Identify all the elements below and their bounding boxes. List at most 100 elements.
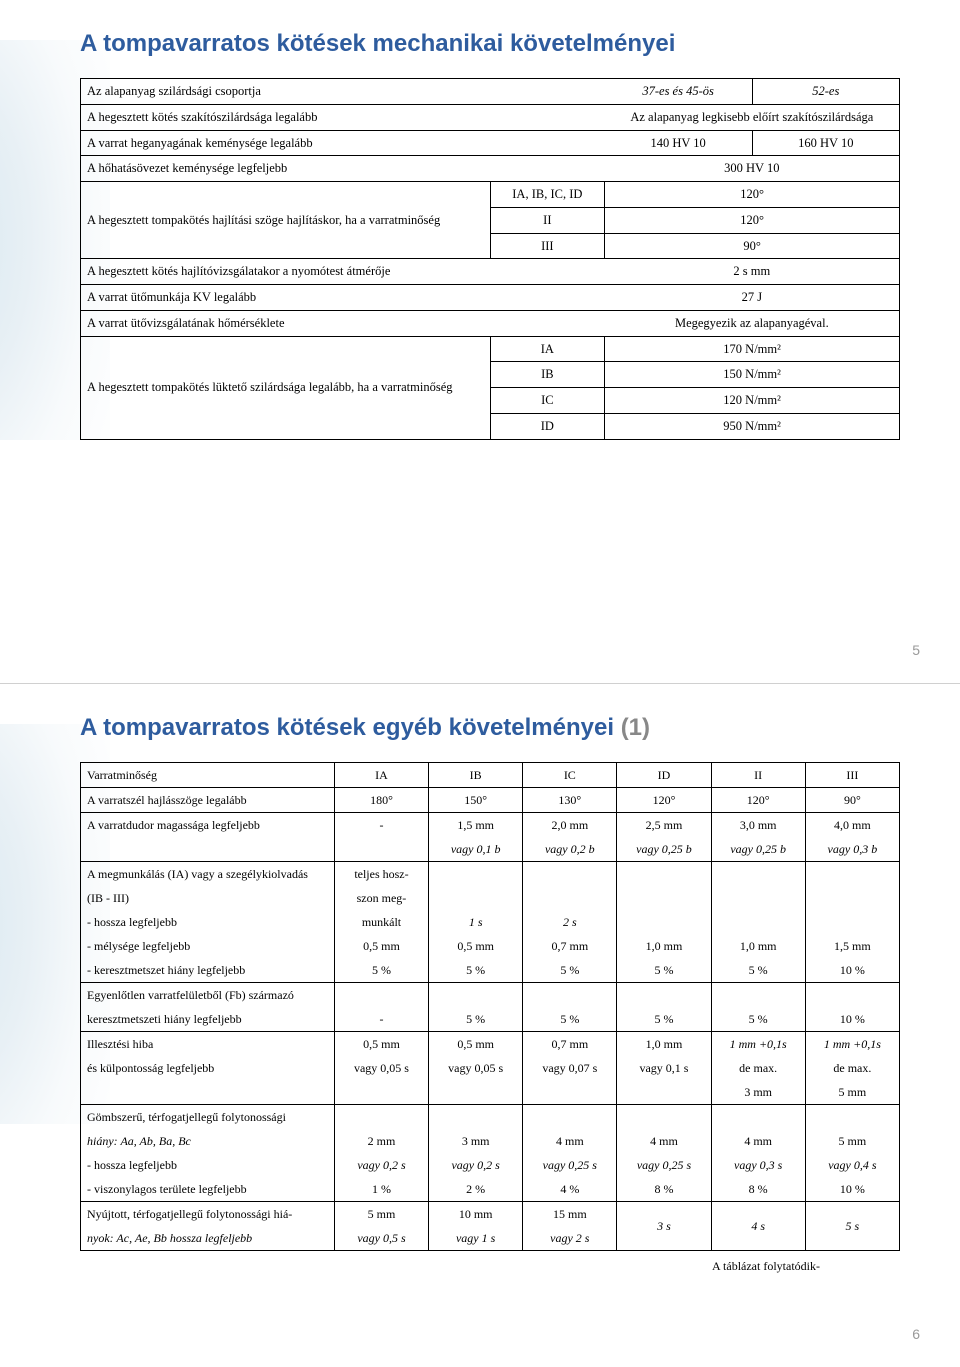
cell: 170 N/mm² <box>605 336 900 362</box>
page-number: 6 <box>912 1326 920 1342</box>
table-row: A hőhatásövezet keménysége legfeljebb 30… <box>81 156 900 182</box>
cell: Az alapanyag legkisebb előírt szakítószi… <box>605 104 900 130</box>
cell: IB <box>490 362 605 388</box>
table-row: hiány: Aa, Ab, Ba, Bc 2 mm 3 mm 4 mm 4 m… <box>81 1129 900 1153</box>
cell: 150 N/mm² <box>605 362 900 388</box>
cell: 4 mm <box>617 1129 711 1153</box>
cell: 10 % <box>805 958 899 983</box>
cell <box>334 1105 428 1130</box>
table-row: - viszonylagos területe legfeljebb 1 % 2… <box>81 1177 900 1202</box>
cell <box>81 1080 335 1105</box>
table-row: A varratszél hajlásszöge legalább 180° 1… <box>81 788 900 813</box>
cell: 1,0 mm <box>617 934 711 958</box>
table-row: Illesztési hiba 0,5 mm 0,5 mm 0,7 mm 1,0… <box>81 1032 900 1057</box>
cell: 1,5 mm <box>805 934 899 958</box>
cell: IA, IB, IC, ID <box>490 182 605 208</box>
cell: keresztmetszeti hiány legfeljebb <box>81 1007 335 1032</box>
cell <box>617 910 711 934</box>
slide6-table: Varratminőség IA IB IC ID II III A varra… <box>80 762 900 1251</box>
cell: 130° <box>523 788 617 813</box>
table-row: A varrat heganyagának keménysége legaláb… <box>81 130 900 156</box>
cell: 10 % <box>805 1177 899 1202</box>
cell: A hegesztett tompakötés lüktető szilárds… <box>81 336 491 439</box>
continuation-note: A táblázat folytatódik- <box>80 1259 900 1274</box>
cell: 120° <box>605 182 900 208</box>
cell <box>429 1105 523 1130</box>
cell: de max. <box>711 1056 805 1080</box>
cell: vagy 0,1 b <box>429 837 523 862</box>
cell: vagy 1 s <box>429 1226 523 1251</box>
cell: 1 mm +0,1s <box>711 1032 805 1057</box>
cell <box>805 1105 899 1130</box>
cell: vagy 2 s <box>523 1226 617 1251</box>
cell: hiány: Aa, Ab, Ba, Bc <box>81 1129 335 1153</box>
cell: vagy 0,05 s <box>334 1056 428 1080</box>
cell: Egyenlőtlen varratfelületből (Fb) szárma… <box>81 983 335 1008</box>
cell: 5 % <box>429 958 523 983</box>
cell: 5 % <box>617 1007 711 1032</box>
cell: A hegesztett tompakötés hajlítási szöge … <box>81 182 491 259</box>
cell: A varratszél hajlásszöge legalább <box>81 788 335 813</box>
cell: - <box>334 813 428 838</box>
table-row: A varrat ütőmunkája KV legalább 27 J <box>81 285 900 311</box>
table-row: - mélysége legfeljebb 0,5 mm 0,5 mm 0,7 … <box>81 934 900 958</box>
cell: 1 % <box>334 1177 428 1202</box>
cell <box>334 837 428 862</box>
cell: vagy 0,25 s <box>523 1153 617 1177</box>
cell: 0,5 mm <box>429 934 523 958</box>
cell <box>334 1080 428 1105</box>
cell: 2,0 mm <box>523 813 617 838</box>
cell: 2 % <box>429 1177 523 1202</box>
table-row: - hossza legfeljebb vagy 0,2 s vagy 0,2 … <box>81 1153 900 1177</box>
cell: 140 HV 10 <box>605 130 752 156</box>
cell: 27 J <box>605 285 900 311</box>
cell: 0,5 mm <box>334 934 428 958</box>
cell <box>711 983 805 1008</box>
cell: vagy 0,4 s <box>805 1153 899 1177</box>
cell <box>711 910 805 934</box>
cell: 8 % <box>711 1177 805 1202</box>
cell: ID <box>490 413 605 439</box>
cell: 90° <box>805 788 899 813</box>
table-row: - keresztmetszet hiány legfeljebb 5 % 5 … <box>81 958 900 983</box>
cell <box>429 983 523 1008</box>
cell: 4 s <box>711 1202 805 1251</box>
cell <box>523 1105 617 1130</box>
cell: 3 mm <box>711 1080 805 1105</box>
cell: Megegyezik az alapanyagéval. <box>605 310 900 336</box>
cell: - <box>334 1007 428 1032</box>
table-row: - hossza legfeljebb munkált 1 s 2 s <box>81 910 900 934</box>
cell <box>805 983 899 1008</box>
cell: 2 s mm <box>605 259 900 285</box>
table-row: Gömbszerű, térfogatjellegű folytonossági <box>81 1105 900 1130</box>
cell: 5 % <box>523 958 617 983</box>
cell <box>805 886 899 910</box>
table-row: Nyújtott, térfogatjellegű folytonossági … <box>81 1202 900 1227</box>
cell: munkált <box>334 910 428 934</box>
cell <box>711 886 805 910</box>
cell: 4 mm <box>711 1129 805 1153</box>
cell: 5 % <box>617 958 711 983</box>
table-row: és külpontosság legfeljebb vagy 0,05 s v… <box>81 1056 900 1080</box>
cell <box>523 1080 617 1105</box>
cell: vagy 0,25 s <box>617 1153 711 1177</box>
cell <box>429 886 523 910</box>
cell: szon meg- <box>334 886 428 910</box>
cell: A varrat ütővizsgálatának hőmérséklete <box>81 310 605 336</box>
cell: 8 % <box>617 1177 711 1202</box>
cell: 2,5 mm <box>617 813 711 838</box>
cell: 950 N/mm² <box>605 413 900 439</box>
cell: 10 % <box>805 1007 899 1032</box>
cell: 90° <box>605 233 900 259</box>
cell <box>523 886 617 910</box>
cell: vagy 0,07 s <box>523 1056 617 1080</box>
table-header-row: Varratminőség IA IB IC ID II III <box>81 763 900 788</box>
table-row: A hegesztett tompakötés hajlítási szöge … <box>81 182 900 208</box>
table-row: A hegesztett tompakötés lüktető szilárds… <box>81 336 900 362</box>
cell: de max. <box>805 1056 899 1080</box>
cell: 0,7 mm <box>523 934 617 958</box>
cell <box>617 1105 711 1130</box>
cell: A varratdudor magassága legfeljebb <box>81 813 335 838</box>
cell: 52-es <box>752 79 899 105</box>
cell: vagy 0,25 b <box>711 837 805 862</box>
